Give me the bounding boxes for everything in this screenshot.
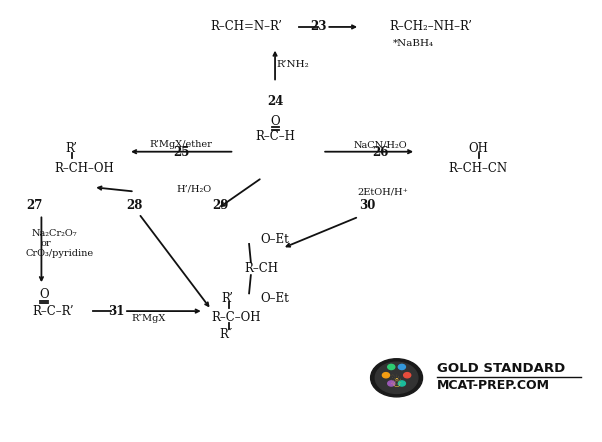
Text: NaCN/H₂O: NaCN/H₂O xyxy=(354,140,408,149)
Text: 29: 29 xyxy=(212,199,228,212)
Text: R’MgX/ether: R’MgX/ether xyxy=(150,140,213,149)
Text: R–CH=N–R’: R–CH=N–R’ xyxy=(211,20,283,34)
Text: or: or xyxy=(41,239,51,248)
Text: R–CH–CN: R–CH–CN xyxy=(448,162,507,175)
Text: R–C–H: R–C–H xyxy=(255,130,295,143)
Text: GOLD STANDARD: GOLD STANDARD xyxy=(436,362,565,375)
Text: 25: 25 xyxy=(173,146,190,159)
Text: 2EtOH/H⁺: 2EtOH/H⁺ xyxy=(357,187,408,196)
Circle shape xyxy=(388,364,395,370)
Text: CrO₃/pyridine: CrO₃/pyridine xyxy=(25,249,93,258)
Text: Na₂Cr₂O₇: Na₂Cr₂O₇ xyxy=(31,229,77,238)
Text: O–Et: O–Et xyxy=(260,232,289,246)
Text: *NaBH₄: *NaBH₄ xyxy=(393,39,433,48)
Circle shape xyxy=(382,373,389,378)
Text: OH: OH xyxy=(468,142,488,155)
Text: R’: R’ xyxy=(65,142,77,155)
Text: 27: 27 xyxy=(26,199,43,212)
Text: R–CH–OH: R–CH–OH xyxy=(54,162,114,175)
Text: R″: R″ xyxy=(220,328,233,341)
Text: O–Et: O–Et xyxy=(260,292,289,305)
Text: H’/H₂O: H’/H₂O xyxy=(176,185,211,194)
Text: MCAT-PREP.COM: MCAT-PREP.COM xyxy=(436,379,550,392)
Circle shape xyxy=(399,381,405,386)
Text: R–CH: R–CH xyxy=(244,262,278,275)
Text: 26: 26 xyxy=(373,146,389,159)
Text: 30: 30 xyxy=(359,199,375,212)
Text: 24: 24 xyxy=(267,95,283,108)
Text: 23: 23 xyxy=(311,20,327,34)
Text: R″MgX: R″MgX xyxy=(132,314,166,323)
Circle shape xyxy=(388,381,395,386)
Circle shape xyxy=(404,373,411,378)
Text: 28: 28 xyxy=(126,199,143,212)
Text: R’: R’ xyxy=(222,292,233,305)
Text: R’NH₂: R’NH₂ xyxy=(277,60,309,69)
Text: R–C–OH: R–C–OH xyxy=(211,311,261,324)
Circle shape xyxy=(371,359,423,397)
Circle shape xyxy=(375,362,418,393)
Text: ☃: ☃ xyxy=(390,376,403,390)
Text: O: O xyxy=(270,115,280,128)
Text: R–C–R’: R–C–R’ xyxy=(33,305,74,318)
Text: 31: 31 xyxy=(108,305,125,318)
Text: R–CH₂–NH–R’: R–CH₂–NH–R’ xyxy=(389,20,473,34)
Text: O: O xyxy=(40,288,49,301)
Circle shape xyxy=(399,364,405,370)
